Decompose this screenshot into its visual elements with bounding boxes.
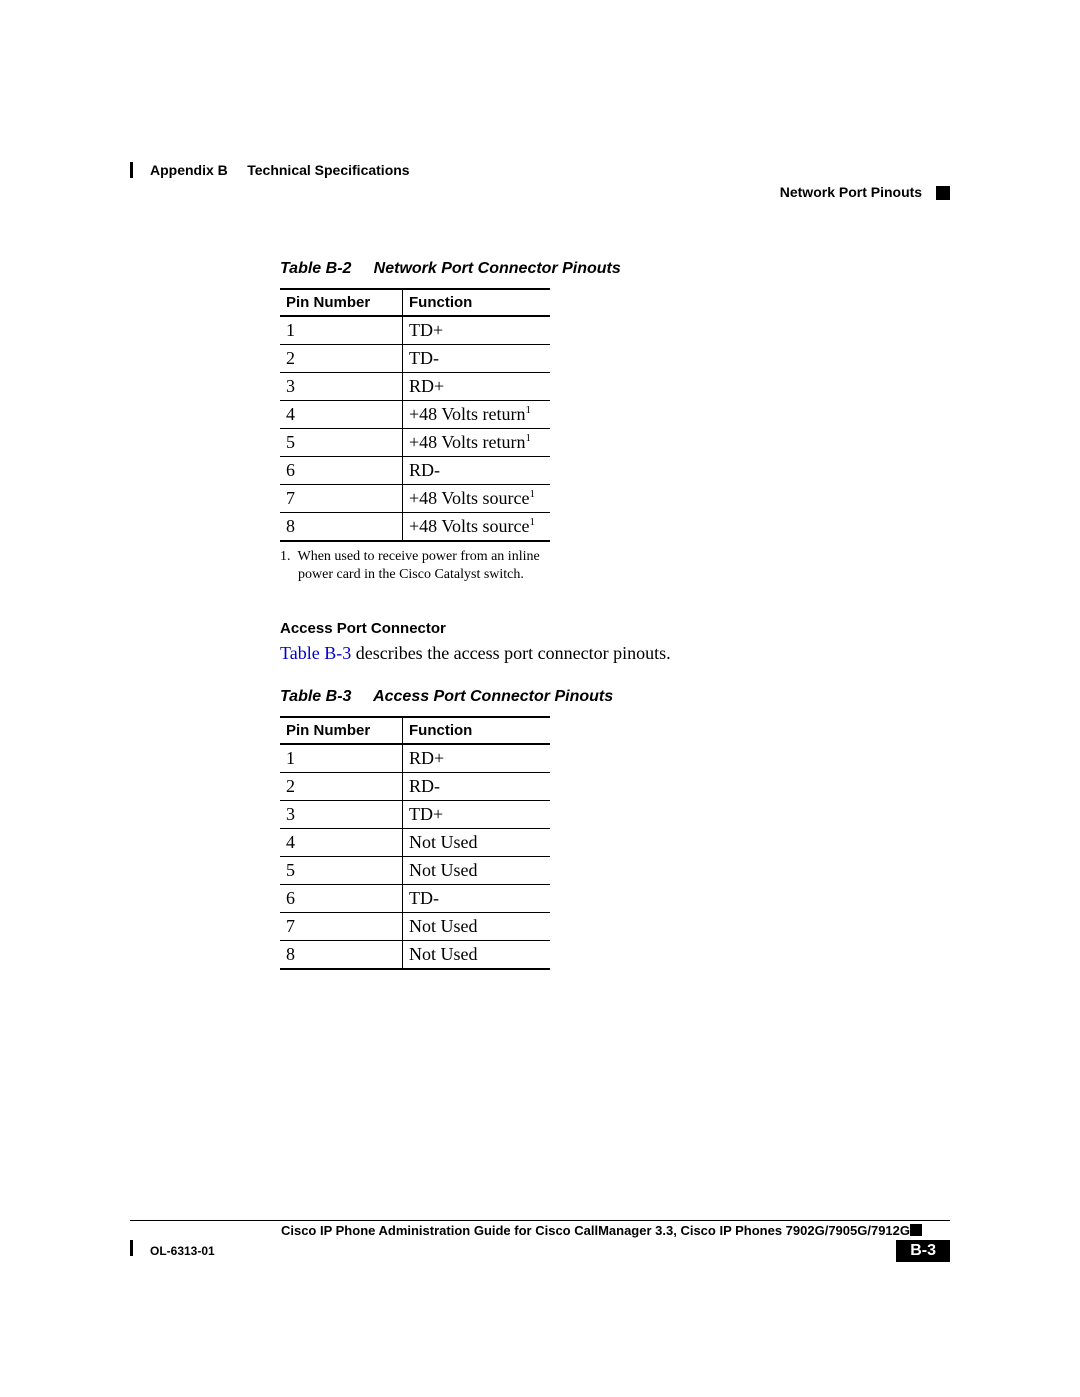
footnote-ref: 1: [526, 432, 532, 444]
footer-square-icon: [910, 1224, 922, 1236]
col-pin-number: Pin Number: [280, 717, 403, 744]
page-number: B-3: [896, 1240, 950, 1262]
table-row: 7Not Used: [280, 913, 550, 941]
appendix-label: Appendix B: [150, 162, 228, 178]
change-bar-icon: [130, 162, 133, 178]
table-b2-footnote: 1. When used to receive power from an in…: [280, 548, 578, 584]
col-function: Function: [403, 289, 551, 316]
cell-pin: 3: [280, 373, 403, 401]
cell-pin: 4: [280, 829, 403, 857]
table-row: 8+48 Volts source1: [280, 513, 550, 542]
access-port-body: Table B-3 describes the access port conn…: [280, 643, 950, 664]
footer-rule: [130, 1220, 950, 1221]
body-rest: describes the access port connector pino…: [351, 643, 670, 663]
table-row: 8Not Used: [280, 941, 550, 970]
header-right: Network Port Pinouts: [780, 184, 950, 200]
table-row: 3TD+: [280, 801, 550, 829]
cell-function: RD+: [403, 744, 551, 773]
footnote-text: When used to receive power from an inlin…: [298, 549, 540, 582]
header-square-icon: [936, 186, 950, 200]
cell-pin: 1: [280, 316, 403, 345]
cell-function: RD-: [403, 457, 551, 485]
cell-function: +48 Volts return1: [403, 429, 551, 457]
cell-pin: 7: [280, 485, 403, 513]
page-content: Appendix B Technical Specifications Netw…: [130, 160, 950, 970]
table-row: 6RD-: [280, 457, 550, 485]
table-row: 3RD+: [280, 373, 550, 401]
page-footer: Cisco IP Phone Administration Guide for …: [130, 1220, 950, 1266]
cell-function: TD+: [403, 316, 551, 345]
table-row: 1RD+: [280, 744, 550, 773]
cell-pin: 4: [280, 401, 403, 429]
table-row: 5+48 Volts return1: [280, 429, 550, 457]
table-header-row: Pin Number Function: [280, 717, 550, 744]
cell-pin: 2: [280, 773, 403, 801]
table-b2-label: Table B-2: [280, 260, 351, 277]
cell-function: +48 Volts return1: [403, 401, 551, 429]
change-bar-icon: [130, 1240, 133, 1256]
cell-function: TD+: [403, 801, 551, 829]
footer-doc-title: Cisco IP Phone Administration Guide for …: [130, 1223, 950, 1238]
footnote-ref: 1: [530, 488, 536, 500]
table-row: 4Not Used: [280, 829, 550, 857]
cell-pin: 6: [280, 457, 403, 485]
footnote-ref: 1: [530, 516, 536, 528]
main-content: Table B-2 Network Port Connector Pinouts…: [280, 260, 950, 970]
footnote-num: 1.: [280, 549, 291, 564]
footer-doc-id: OL-6313-01: [150, 1244, 215, 1258]
table-b3-xref[interactable]: Table B-3: [280, 643, 351, 663]
appendix-title: Technical Specifications: [247, 162, 409, 178]
cell-function: TD-: [403, 885, 551, 913]
table-b3-label: Table B-3: [280, 688, 351, 705]
table-row: 1TD+: [280, 316, 550, 345]
col-pin-number: Pin Number: [280, 289, 403, 316]
table-b3-caption: Table B-3 Access Port Connector Pinouts: [280, 688, 950, 706]
cell-pin: 2: [280, 345, 403, 373]
cell-pin: 6: [280, 885, 403, 913]
cell-pin: 3: [280, 801, 403, 829]
cell-function: TD-: [403, 345, 551, 373]
col-function: Function: [403, 717, 551, 744]
cell-function: +48 Volts source1: [403, 513, 551, 542]
table-header-row: Pin Number Function: [280, 289, 550, 316]
cell-function: Not Used: [403, 941, 551, 970]
table-row: 5Not Used: [280, 857, 550, 885]
cell-pin: 7: [280, 913, 403, 941]
cell-function: +48 Volts source1: [403, 485, 551, 513]
cell-function: RD+: [403, 373, 551, 401]
cell-function: Not Used: [403, 829, 551, 857]
table-b2-title: Network Port Connector Pinouts: [374, 260, 621, 277]
header-left: Appendix B Technical Specifications: [150, 162, 410, 178]
table-b3-title: Access Port Connector Pinouts: [373, 688, 613, 705]
table-b3: Pin Number Function 1RD+2RD-3TD+4Not Use…: [280, 716, 550, 970]
footnote-ref: 1: [526, 404, 532, 416]
cell-pin: 8: [280, 513, 403, 542]
table-row: 7+48 Volts source1: [280, 485, 550, 513]
table-b2-caption: Table B-2 Network Port Connector Pinouts: [280, 260, 950, 278]
cell-pin: 5: [280, 857, 403, 885]
access-port-heading: Access Port Connector: [280, 620, 950, 637]
running-header: Appendix B Technical Specifications Netw…: [130, 160, 950, 200]
table-row: 2RD-: [280, 773, 550, 801]
table-b2: Pin Number Function 1TD+2TD-3RD+4+48 Vol…: [280, 288, 550, 542]
cell-pin: 1: [280, 744, 403, 773]
cell-pin: 8: [280, 941, 403, 970]
cell-function: Not Used: [403, 913, 551, 941]
table-row: 2TD-: [280, 345, 550, 373]
table-row: 6TD-: [280, 885, 550, 913]
cell-function: RD-: [403, 773, 551, 801]
table-row: 4+48 Volts return1: [280, 401, 550, 429]
cell-pin: 5: [280, 429, 403, 457]
cell-function: Not Used: [403, 857, 551, 885]
section-title: Network Port Pinouts: [780, 184, 922, 200]
